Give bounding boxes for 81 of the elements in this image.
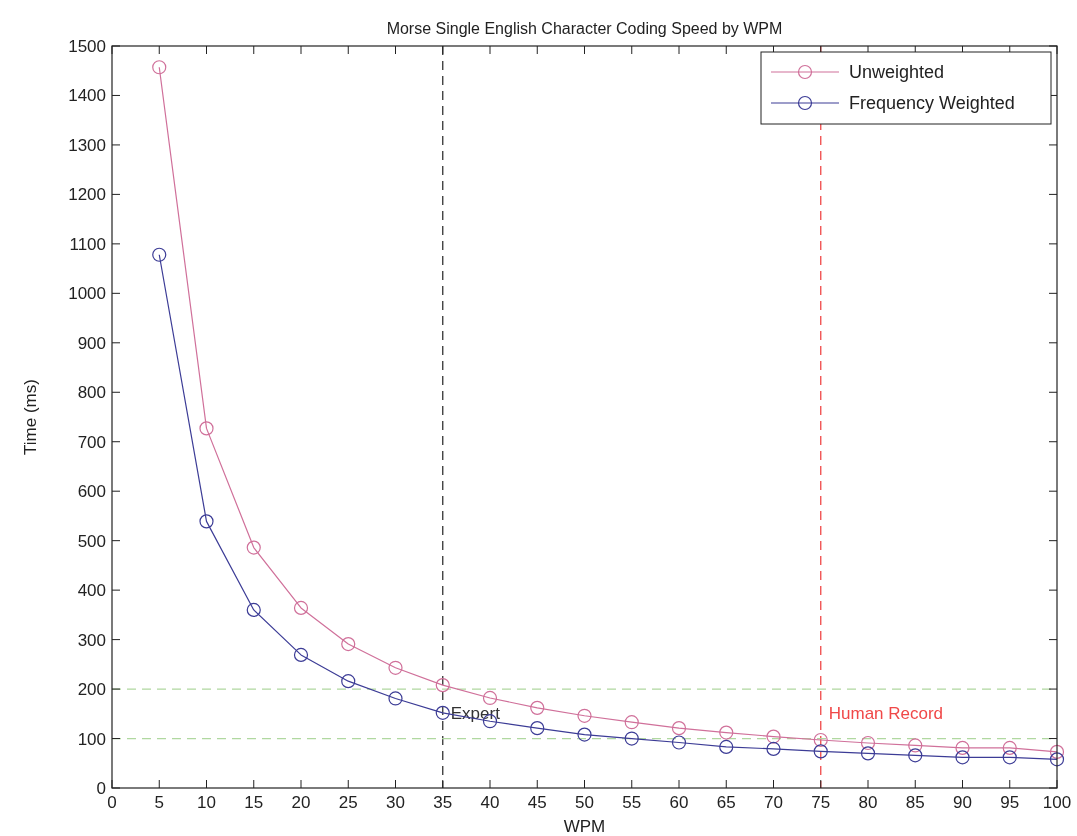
x-tick-label: 35 bbox=[433, 793, 453, 812]
legend-label: Unweighted bbox=[849, 62, 945, 82]
y-tick-label: 1500 bbox=[68, 37, 106, 56]
point bbox=[482, 690, 498, 706]
point bbox=[199, 421, 214, 436]
x-tick-label: 70 bbox=[764, 793, 783, 812]
point bbox=[860, 735, 876, 751]
x-tick-label: 5 bbox=[154, 793, 164, 812]
ref-line-label: Human Record bbox=[828, 703, 944, 723]
point bbox=[199, 514, 214, 529]
x-tick-label: 25 bbox=[338, 793, 358, 812]
point bbox=[388, 660, 403, 675]
point bbox=[388, 691, 403, 706]
y-tick-label: 100 bbox=[77, 729, 106, 749]
x-tick-label: 75 bbox=[811, 793, 831, 812]
point bbox=[246, 540, 261, 555]
point bbox=[671, 735, 687, 750]
point bbox=[1049, 752, 1065, 767]
y-tick-label: 0 bbox=[96, 779, 106, 798]
point bbox=[1002, 750, 1017, 765]
point bbox=[577, 727, 592, 742]
x-axis-title: WPM bbox=[563, 817, 606, 836]
x-tick-label: 50 bbox=[575, 793, 594, 812]
point bbox=[908, 738, 923, 753]
x-tick-label: 90 bbox=[953, 793, 972, 812]
point bbox=[719, 739, 734, 755]
point bbox=[246, 602, 261, 618]
y-tick-label: 300 bbox=[77, 630, 106, 650]
point bbox=[766, 729, 781, 744]
x-tick-label: 45 bbox=[527, 793, 547, 812]
point bbox=[341, 674, 356, 689]
point bbox=[530, 721, 545, 736]
x-tick-label: 60 bbox=[669, 793, 689, 812]
point bbox=[719, 725, 734, 740]
point bbox=[435, 705, 450, 720]
point bbox=[955, 750, 970, 765]
y-tick-label: 800 bbox=[77, 383, 106, 403]
point bbox=[908, 748, 923, 763]
point bbox=[152, 60, 167, 75]
point bbox=[435, 678, 450, 693]
point bbox=[1049, 744, 1065, 759]
point bbox=[813, 744, 828, 759]
point bbox=[624, 731, 639, 746]
x-tick-label: 30 bbox=[386, 793, 405, 812]
y-tick-label: 1100 bbox=[69, 234, 106, 254]
point bbox=[577, 708, 592, 723]
point bbox=[813, 732, 828, 748]
y-tick-label: 1300 bbox=[68, 135, 106, 155]
x-tick-label: 85 bbox=[905, 793, 925, 812]
x-tick-label: 80 bbox=[858, 793, 878, 812]
x-tick-label: 40 bbox=[480, 793, 500, 812]
point bbox=[152, 247, 167, 262]
y-tick-label: 1400 bbox=[68, 86, 106, 106]
y-tick-label: 1000 bbox=[68, 284, 106, 304]
point bbox=[293, 647, 309, 663]
point bbox=[955, 740, 970, 756]
chart-title: Morse Single English Character Coding Speed by WPM bbox=[386, 20, 783, 37]
y-tick-label: 400 bbox=[77, 581, 106, 601]
x-tick-label: 10 bbox=[197, 793, 216, 812]
point bbox=[860, 746, 876, 761]
y-tick-label: 600 bbox=[77, 482, 106, 502]
legend-label: Frequency Weighted bbox=[849, 93, 1015, 113]
point bbox=[341, 636, 356, 652]
y-tick-label: 900 bbox=[77, 333, 106, 353]
x-tick-label: 20 bbox=[291, 793, 311, 812]
x-tick-label: 15 bbox=[244, 793, 264, 812]
point bbox=[766, 741, 781, 757]
x-tick-label: 100 bbox=[1042, 793, 1072, 812]
x-tick-label: 55 bbox=[622, 793, 642, 812]
x-tick-label: 65 bbox=[716, 793, 736, 812]
x-tick-label: 95 bbox=[1000, 793, 1020, 812]
y-axis-title: Time (ms) bbox=[21, 379, 40, 455]
point bbox=[624, 715, 639, 730]
point bbox=[293, 600, 309, 616]
y-tick-label: 200 bbox=[77, 680, 106, 700]
y-tick-label: 700 bbox=[77, 432, 106, 452]
y-tick-label: 500 bbox=[77, 531, 106, 551]
point bbox=[530, 700, 545, 715]
point bbox=[1002, 740, 1017, 756]
point bbox=[671, 721, 687, 736]
y-tick-label: 1200 bbox=[68, 185, 106, 205]
